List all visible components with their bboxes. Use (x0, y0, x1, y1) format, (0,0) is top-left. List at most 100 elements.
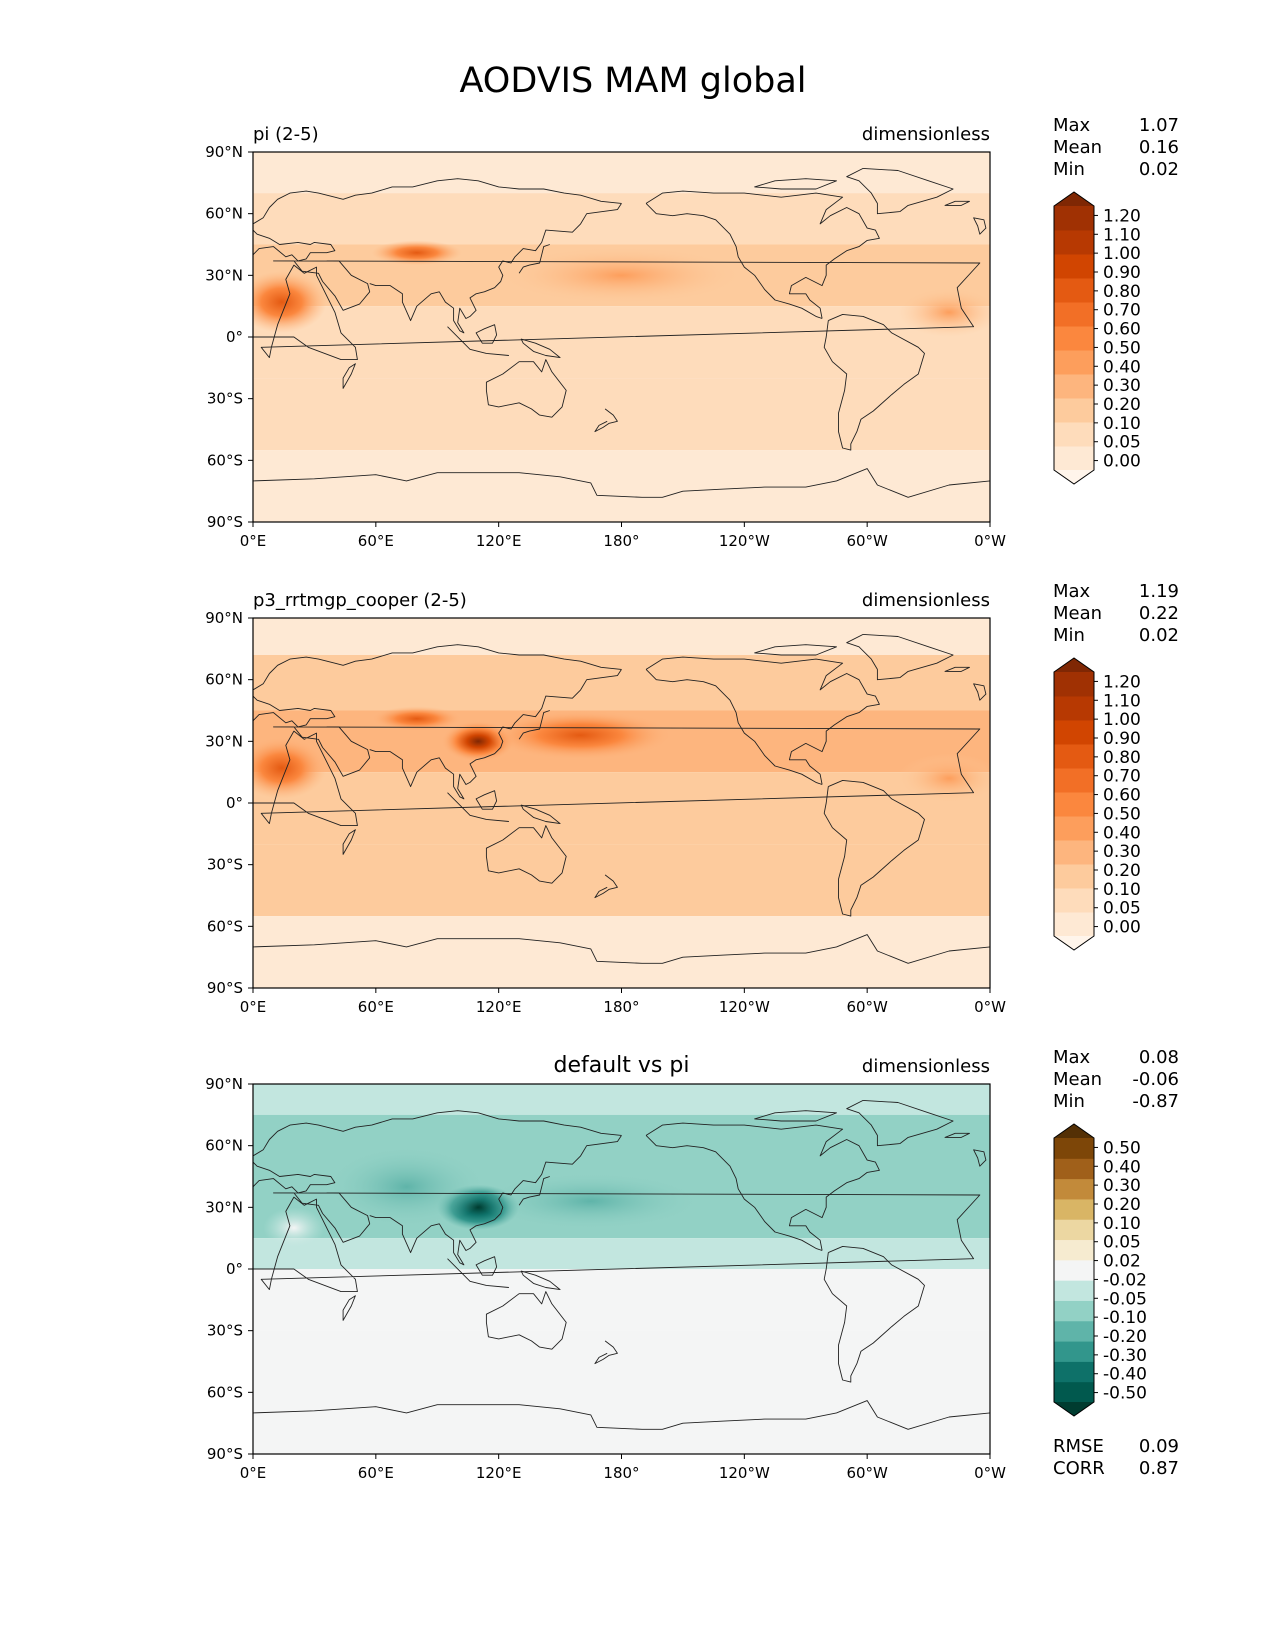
lon-tick-label: 60°W (846, 532, 888, 550)
colorbar-tick-label: -0.05 (1103, 1289, 1147, 1309)
coastline (475, 324, 498, 344)
lon-tick-label: 120°E (476, 1464, 522, 1482)
field-feature (263, 1207, 325, 1249)
coastline (754, 1110, 837, 1122)
colorbar-tick-label: 0.90 (1103, 263, 1141, 283)
coastline (823, 779, 925, 917)
panel-units: dimensionless (862, 124, 990, 145)
stat-value-max: 0.08 (1139, 1047, 1179, 1068)
colorbar-tick-label: 1.20 (1103, 672, 1141, 692)
lat-tick-label: 90°N (205, 1075, 243, 1093)
coastline (253, 695, 336, 728)
lat-tick-label: 60°S (207, 1383, 243, 1401)
lat-tick-label: 30°N (205, 1198, 243, 1216)
coastline (369, 669, 622, 800)
map-test: 90°N 60°N 30°N 0° 30°S 60°S 90°S0°E 60°E 120°E 18… (205, 124, 1006, 550)
colorbar-bin (1054, 840, 1094, 865)
colorbar-bin (1054, 768, 1094, 793)
lon-tick-label: 0°W (974, 1464, 1006, 1482)
stat-label-mean: Mean (1053, 603, 1102, 624)
colorbar-bin (1054, 672, 1094, 697)
coastline (369, 203, 622, 334)
coastline (944, 200, 970, 206)
colorbar-outline (1053, 657, 1095, 951)
stat-label-rmse: RMSE (1053, 1436, 1104, 1457)
colorbar-bin (1054, 1239, 1094, 1261)
stat-value-mean: 0.22 (1139, 603, 1179, 624)
colorbar-bin (1054, 422, 1094, 447)
colorbar-tick-label: -0.40 (1103, 1365, 1147, 1385)
stat-value-min: 0.02 (1139, 625, 1179, 646)
colorbar-tick-label: 1.10 (1103, 225, 1141, 245)
coastline (518, 244, 550, 274)
colorbar-tick-label: 0.05 (1103, 899, 1141, 919)
stat-value-mean: -0.06 (1132, 1069, 1179, 1090)
colorbar-bin (1054, 1381, 1094, 1403)
colorbar-bin (1054, 792, 1094, 817)
lat-tick-label: 30°S (207, 390, 243, 408)
coastline (973, 683, 987, 701)
stat-value-min: -0.87 (1132, 1091, 1179, 1112)
lat-tick-label: 60°S (207, 917, 243, 935)
coastline (645, 1135, 823, 1251)
colorbar-tick-label: 0.30 (1103, 842, 1141, 862)
colorbar-tick-label: 0.10 (1103, 414, 1141, 434)
colorbar-tick-label: 0.10 (1103, 1214, 1141, 1234)
colorbar-tick-label: 0.20 (1103, 861, 1141, 881)
coastline (944, 1132, 970, 1138)
stat-value-max: 1.07 (1139, 115, 1179, 136)
colorbar-bin (1054, 230, 1094, 255)
coastline (475, 1256, 498, 1276)
colorbar-bin (1054, 1198, 1094, 1220)
coastline (754, 644, 837, 656)
coastline (475, 790, 498, 810)
coastline (447, 1258, 509, 1288)
coastline (253, 1192, 981, 1293)
field-feature (253, 737, 327, 799)
lat-tick-label: 60°N (205, 205, 243, 223)
coastline (447, 792, 509, 822)
coastline (253, 468, 990, 498)
colorbar-tick-label: -0.10 (1103, 1308, 1147, 1328)
coastline (485, 825, 567, 884)
lon-tick-label: 120°E (476, 532, 522, 550)
panels: 90°N60°N30°N0°30°S60°S90°S0°E 60°E 120°E 18… (205, 115, 1179, 1482)
lat-tick-label: 30°N (205, 732, 243, 750)
lon-tick-label: 180° (603, 998, 639, 1016)
field-band (253, 378, 990, 451)
colorbar-tick-label: 0.30 (1103, 376, 1141, 396)
coastline (253, 229, 336, 262)
colorbar-bin (1054, 1178, 1094, 1200)
colorbar-tick-label: -0.30 (1103, 1346, 1147, 1366)
colorbar-extend-min (1054, 1402, 1094, 1416)
coastline (342, 1295, 356, 1321)
coastline (973, 217, 987, 235)
colorbar-bin (1054, 254, 1094, 279)
colorbar-tick-label: 0.05 (1103, 1233, 1141, 1253)
coastline (253, 1400, 990, 1430)
colorbar-bin (1054, 1320, 1094, 1342)
coastline (645, 190, 880, 319)
lat-tick-label: 60°N (205, 1137, 243, 1155)
colorbar-bin (1054, 720, 1094, 745)
colorbar-bin (1054, 888, 1094, 913)
coastline (369, 1135, 622, 1266)
field-band (253, 193, 990, 245)
field-feature (498, 246, 745, 305)
map-ref: 90°N 60°N 30°N 0° 30°S 60°S 90°S0°E 60°E 120°E 18… (205, 590, 1006, 1016)
coastline (518, 710, 550, 740)
coastline (342, 829, 356, 855)
colorbar-bin (1054, 1259, 1094, 1281)
colorbar-tick-label: 0.80 (1103, 748, 1141, 768)
field-band (253, 655, 990, 711)
coastline (485, 359, 567, 418)
coastlines (253, 1099, 990, 1430)
colorbar-bin (1054, 1341, 1094, 1362)
colorbar-tick-label: 0.70 (1103, 301, 1141, 321)
coastline (944, 666, 970, 672)
colorbar-bin (1054, 398, 1094, 423)
colorbar-extend-min (1054, 470, 1094, 484)
lon-tick-label: 60°E (358, 998, 394, 1016)
field-feature (253, 271, 327, 333)
